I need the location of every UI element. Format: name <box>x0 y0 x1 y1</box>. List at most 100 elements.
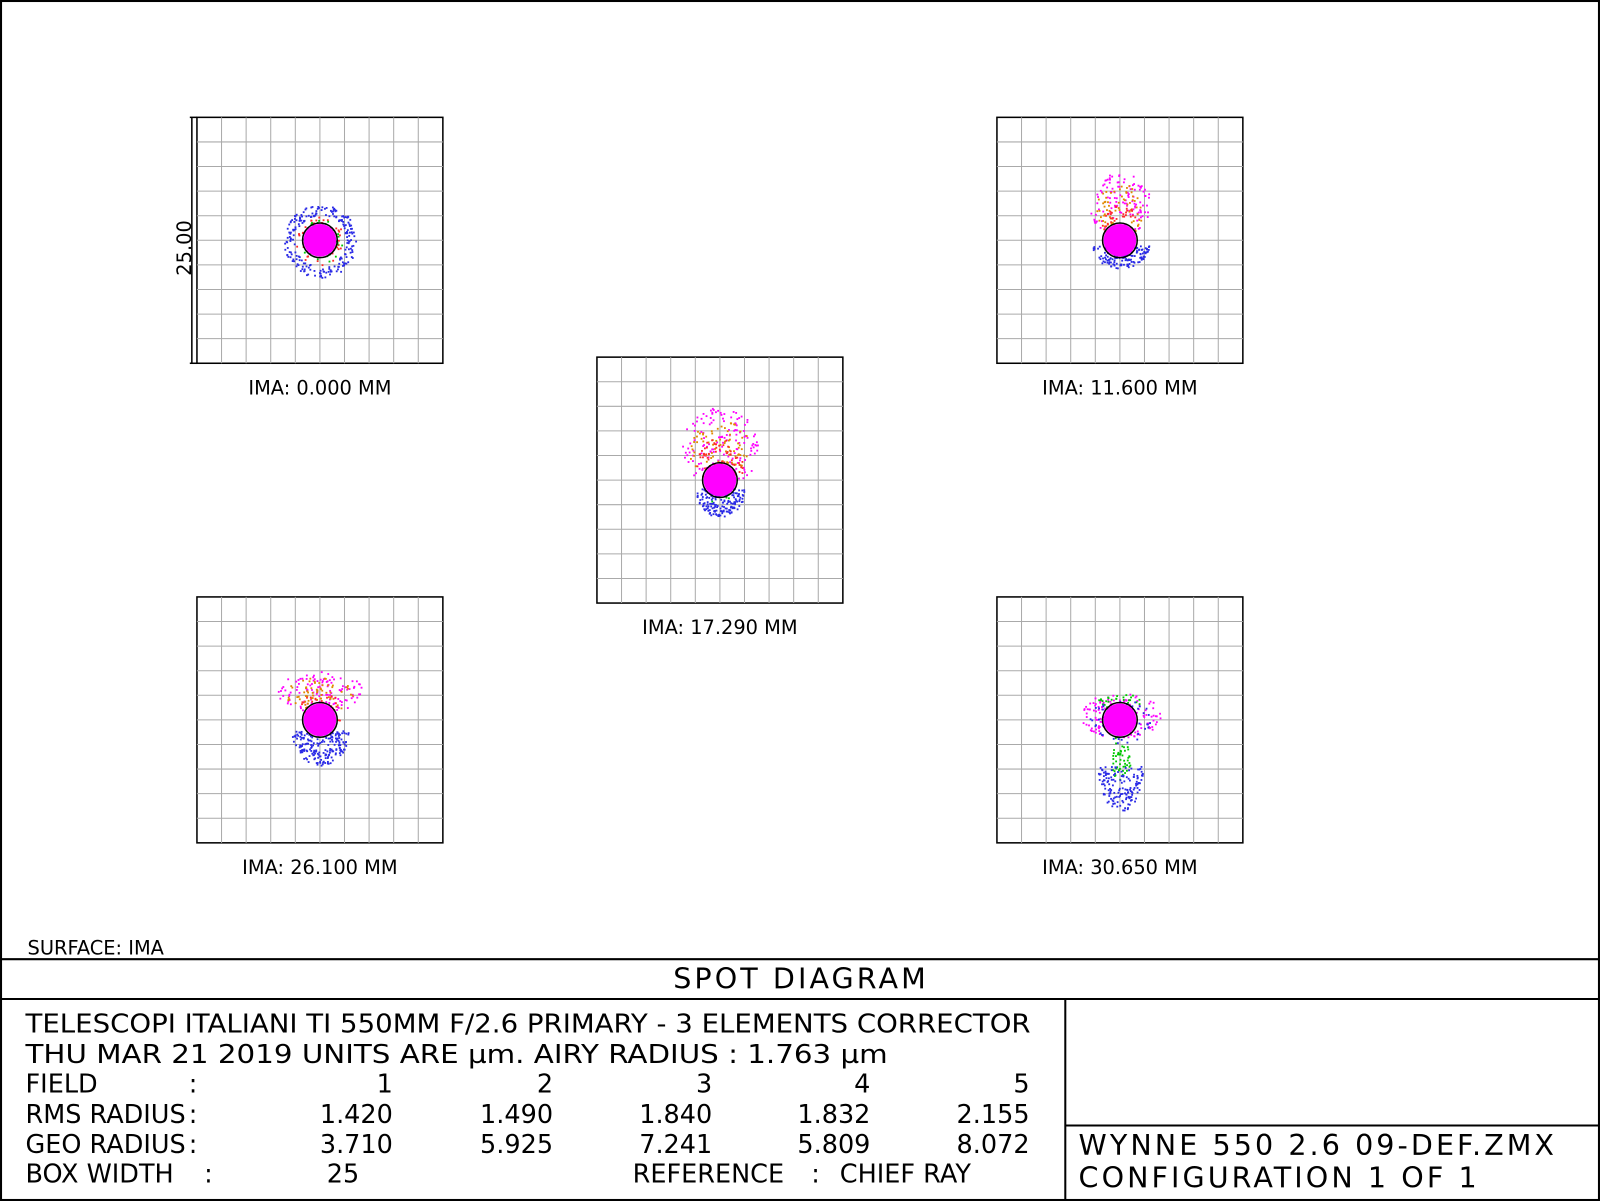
spot-dot <box>699 456 702 459</box>
spot-dot <box>1134 216 1137 219</box>
spot-dot <box>703 437 705 440</box>
spot-dot <box>757 444 759 447</box>
spot-dot <box>1111 187 1114 190</box>
spot-dot <box>286 702 289 705</box>
spot-dot <box>352 231 355 234</box>
spot-dot <box>707 509 710 512</box>
spot-dot <box>1131 792 1134 794</box>
spot-dot <box>1140 765 1143 768</box>
spot-dot <box>1143 716 1146 718</box>
spot-dot <box>1138 261 1141 263</box>
spot-dot <box>730 462 733 465</box>
spot-dot <box>289 232 292 235</box>
spot-dot <box>1137 227 1140 230</box>
spot-dot <box>702 422 705 425</box>
spot-panel: IMA: 17.290 MM <box>596 356 844 639</box>
spot-dot <box>735 467 738 470</box>
spot-dot <box>1103 225 1106 228</box>
spot-dot <box>338 752 341 755</box>
spot-dot <box>736 508 739 511</box>
spot-dot <box>1098 256 1101 259</box>
spot-dot <box>1136 787 1139 789</box>
spot-dot <box>735 411 738 414</box>
spot-dot <box>1151 726 1154 728</box>
spot-dot <box>1138 219 1141 221</box>
spot-dot <box>306 690 309 693</box>
spot-dot <box>299 270 302 272</box>
spot-dot <box>320 700 323 702</box>
spot-dot <box>1133 735 1136 738</box>
spot-dot <box>292 234 295 237</box>
header-line: TELESCOPI ITALIANI TI 550MM F/2.6 PRIMAR… <box>24 1009 1030 1039</box>
spot-dot <box>1142 714 1145 717</box>
spot-dot <box>1147 726 1150 729</box>
spot-dot <box>301 749 304 751</box>
spot-dot <box>289 691 292 694</box>
spot-dot <box>314 752 316 755</box>
spot-dot <box>1131 793 1134 796</box>
spot-dot <box>292 228 295 231</box>
spot-dot <box>301 215 303 218</box>
spot-dot <box>339 733 341 736</box>
spot-dot <box>1136 777 1139 780</box>
spot-dot <box>1144 247 1147 250</box>
spot-dot <box>320 764 323 767</box>
spot-dot <box>1139 253 1142 256</box>
spot-dot <box>1102 192 1105 195</box>
spot-dot <box>727 462 729 464</box>
spot-dot <box>311 206 314 208</box>
spot-dot <box>1103 793 1106 796</box>
spot-dot <box>729 512 731 515</box>
spot-dot <box>705 415 708 418</box>
spot-dot <box>1124 766 1127 769</box>
spot-dot <box>751 444 754 447</box>
spot-dot <box>340 738 343 741</box>
spot-dot <box>324 677 327 680</box>
spot-dot <box>1102 783 1105 786</box>
cell: 1 <box>377 1070 393 1100</box>
spot-dot <box>351 680 354 683</box>
spot-dot <box>339 247 342 250</box>
spot-dot <box>1125 207 1128 210</box>
spot-dot <box>719 444 722 446</box>
spot-dot <box>1135 251 1138 254</box>
spot-dot <box>1098 779 1101 781</box>
spot-dot <box>1126 769 1128 772</box>
spot-dot <box>1102 701 1105 704</box>
spot-dot <box>1108 261 1111 264</box>
spot-dot <box>1147 714 1150 716</box>
spot-dot <box>1110 207 1113 210</box>
spot-dot <box>326 757 329 759</box>
spot-dot <box>299 705 302 708</box>
spot-dot <box>684 451 687 454</box>
spot-dot <box>1116 267 1119 270</box>
spot-dot <box>1140 257 1143 260</box>
spot-dot <box>1136 791 1139 794</box>
spot-dot <box>298 234 301 237</box>
spot-dot <box>311 689 313 691</box>
spot-dot <box>729 506 732 509</box>
spot-dot <box>702 502 705 505</box>
spot-dot <box>295 213 298 216</box>
spot-dot <box>312 676 315 679</box>
spot-dot <box>730 416 733 419</box>
spot-dot <box>1124 256 1126 259</box>
spot-dot <box>711 411 714 414</box>
airy-disk <box>301 701 339 738</box>
spot-dot <box>294 217 296 220</box>
spot-dot <box>728 446 731 449</box>
spot-dot <box>348 225 351 227</box>
spot-dot <box>340 690 343 693</box>
spot-dot <box>1134 731 1137 734</box>
spot-dot <box>734 463 737 466</box>
spot-dot <box>302 679 305 682</box>
spot-dot <box>305 686 308 689</box>
spot-dot <box>334 734 337 737</box>
spot-dot <box>299 751 302 754</box>
spot-dot <box>703 502 706 505</box>
spot-dot <box>350 693 352 696</box>
spot-dot <box>719 411 722 414</box>
spot-dot <box>1140 770 1143 773</box>
spot-dot <box>1118 209 1121 211</box>
spot-dot <box>1103 205 1106 208</box>
